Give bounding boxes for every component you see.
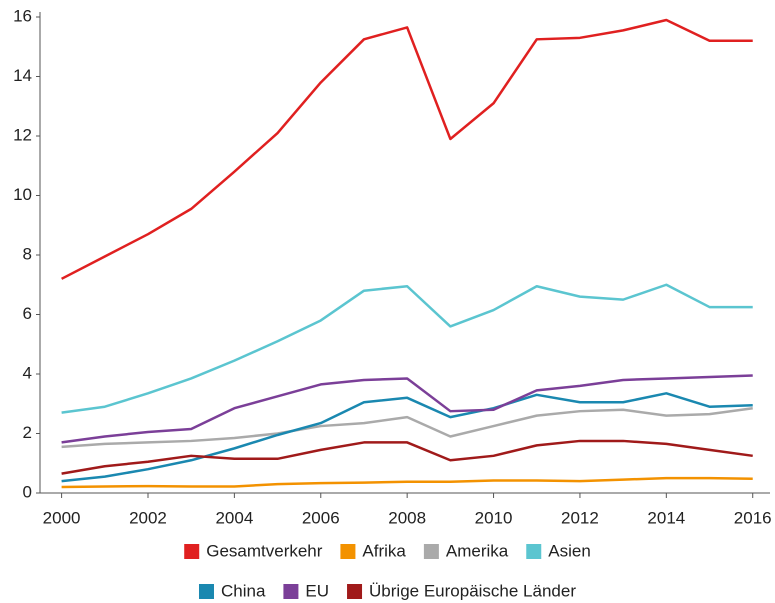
x-tick-label: 2016 (734, 508, 772, 527)
series-line (61, 392, 753, 483)
x-tick-label: 2010 (475, 508, 513, 527)
legend-label: Übrige Europäische Länder (369, 581, 576, 600)
legend-label: Afrika (362, 541, 406, 560)
legend-swatch (184, 544, 200, 559)
x-tick-label: 2014 (647, 508, 685, 527)
legend-label: Gesamtverkehr (206, 541, 323, 560)
legend-swatch (423, 544, 439, 559)
legend-swatch (526, 544, 542, 559)
y-tick-label: 6 (23, 304, 32, 323)
x-tick-label: 2000 (43, 508, 81, 527)
legend-label: China (221, 581, 266, 600)
x-tick-label: 2002 (129, 508, 167, 527)
legend-swatch (347, 584, 363, 599)
y-tick-label: 8 (23, 244, 32, 263)
series-line (61, 439, 753, 475)
legend-label: EU (305, 581, 329, 600)
y-tick-label: 16 (13, 6, 32, 25)
x-tick-label: 2006 (302, 508, 340, 527)
series-line (61, 406, 753, 449)
series-line (61, 283, 753, 414)
y-tick-label: 0 (23, 482, 32, 501)
y-tick-label: 4 (23, 363, 32, 382)
y-tick-label: 12 (13, 125, 32, 144)
y-tick-label: 14 (13, 66, 32, 85)
x-tick-label: 2008 (388, 508, 426, 527)
legend-swatch (283, 584, 299, 599)
legend-swatch (198, 584, 214, 599)
x-tick-label: 2012 (561, 508, 599, 527)
series-line (61, 18, 753, 280)
legend-label: Asien (548, 541, 591, 560)
legend-label: Amerika (446, 541, 509, 560)
x-tick-label: 2004 (215, 508, 253, 527)
series-line (61, 374, 753, 444)
legend-swatch (340, 544, 356, 559)
series-line (61, 476, 753, 489)
y-tick-label: 2 (23, 423, 32, 442)
y-tick-label: 10 (13, 185, 32, 204)
